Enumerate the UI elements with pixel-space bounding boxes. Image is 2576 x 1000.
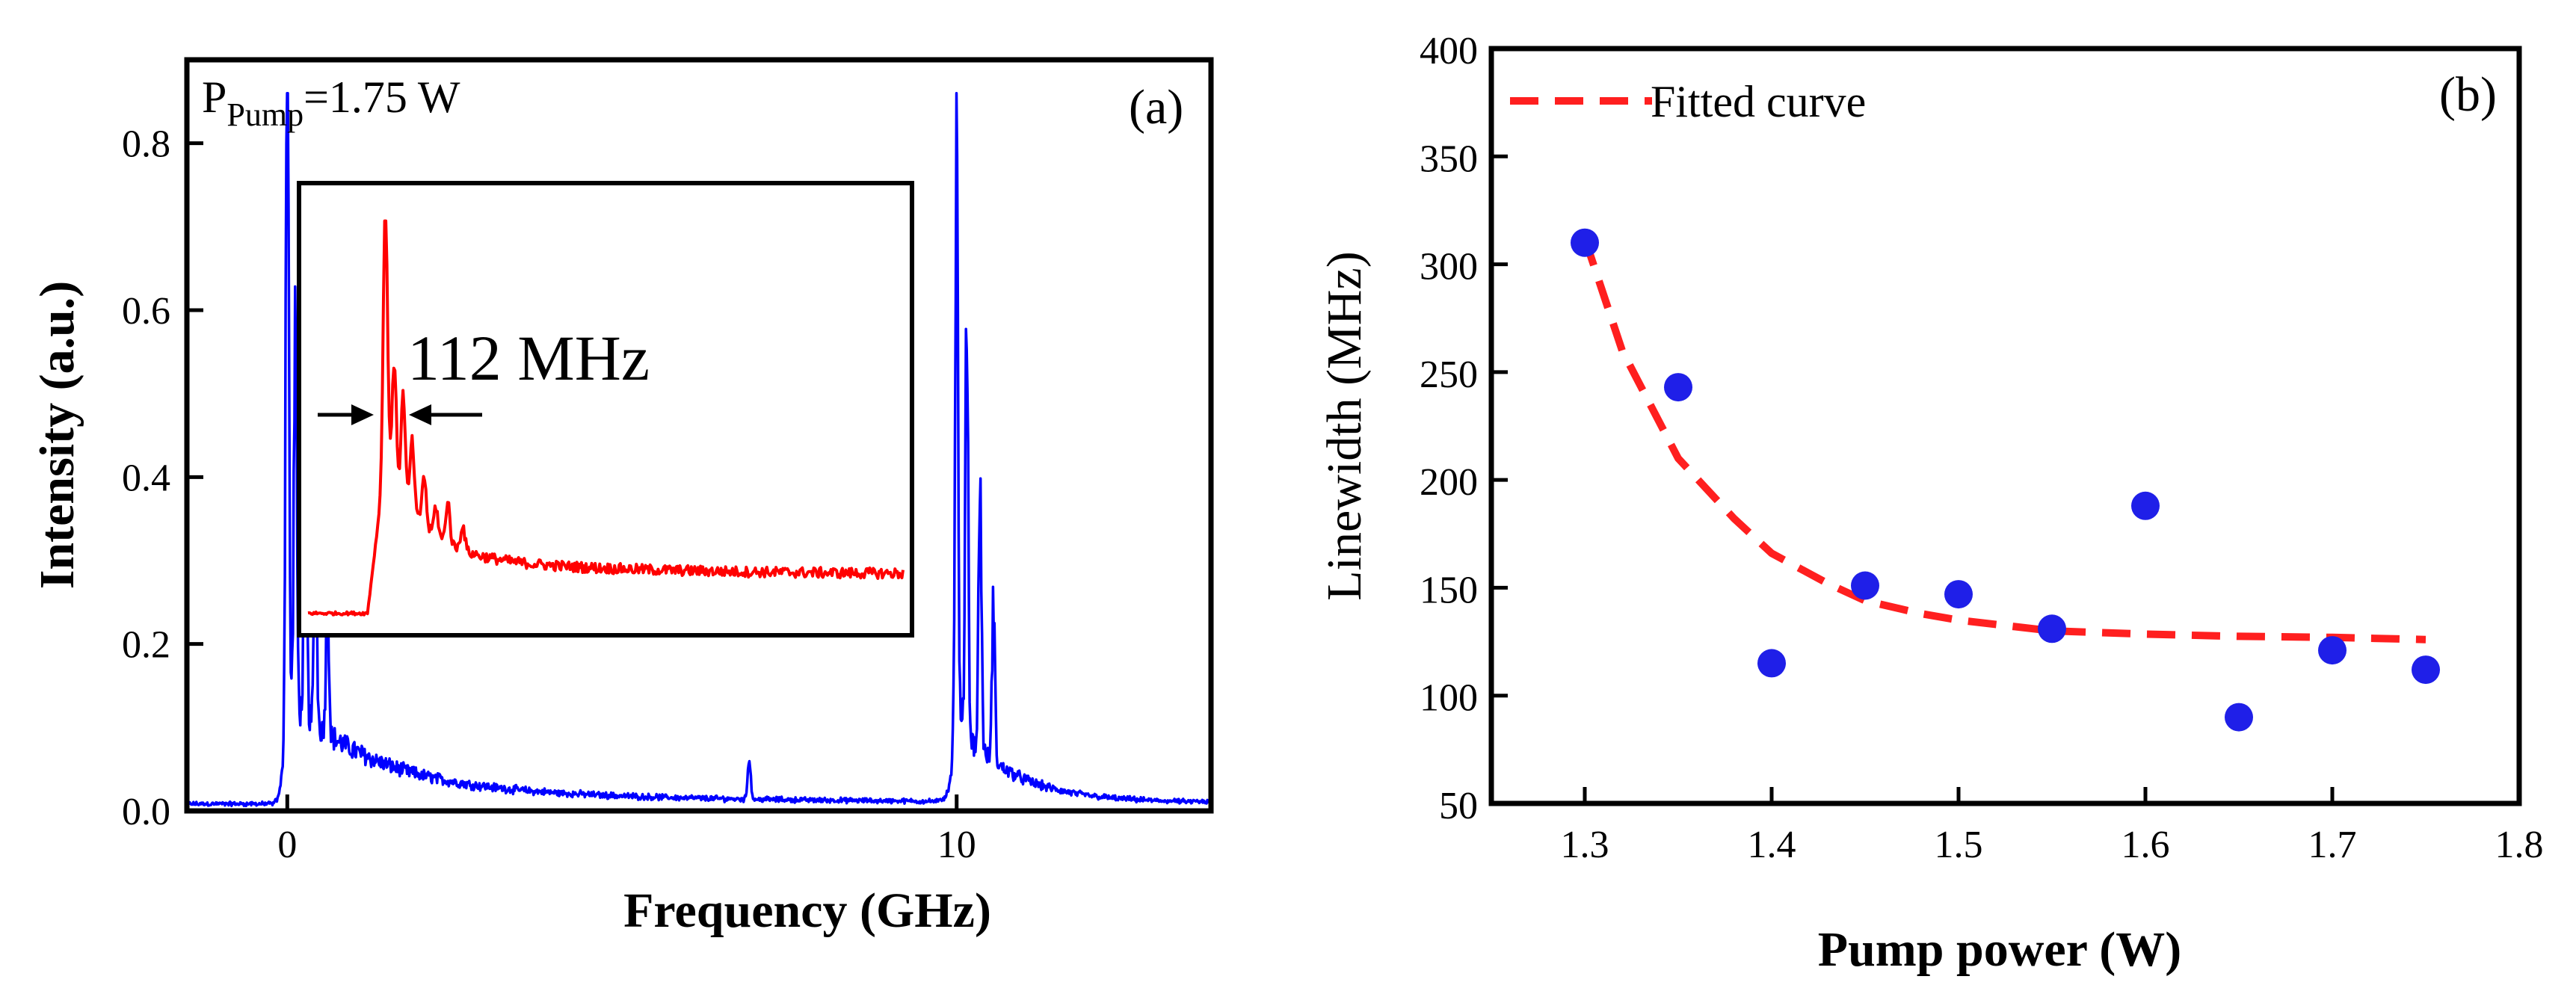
linewidth-arrow-right [409, 404, 482, 425]
panel-a-pump-annotation: PPump=1.75 W [202, 72, 460, 133]
linewidth-arrow-left [318, 404, 374, 425]
panel-b-frame [1488, 46, 2522, 806]
panel-a-spectrum-line [185, 91, 1212, 808]
panel-a-y-tick-label: 0.2 [122, 624, 170, 667]
panel-b-data-point [2225, 703, 2253, 732]
panel-b-x-axis-label: Pump power (W) [1818, 922, 2181, 977]
panel-b-y-tick-label: 300 [1420, 246, 1478, 288]
panel-b-y-tick-label: 400 [1420, 30, 1478, 72]
panel-b-data-point [2038, 614, 2066, 643]
panel-b-y-ticks: 50 100 150 200 250 300 350 400 [1420, 30, 1508, 827]
legend-fitted-curve-label: Fitted curve [1651, 77, 1866, 126]
panel-b-y-axis-label: Linewidth (MHz) [1317, 251, 1372, 600]
panel-b-x-tick-label: 1.8 [2495, 824, 2544, 866]
panel-b-data-point [1944, 580, 1973, 609]
panel-b-y-tick-label: 100 [1420, 677, 1478, 720]
panel-b-y-tick-label: 250 [1420, 354, 1478, 396]
panel-b-plot-area [1571, 228, 2440, 732]
panel-b-data-point [1664, 373, 1692, 402]
panel-a-x-tick-label: 0 [277, 824, 297, 866]
panel-a-inset: 112 MHz [297, 181, 914, 638]
panel-a-plot-area [185, 91, 1212, 808]
panel-b-y-tick-label: 50 [1439, 785, 1478, 827]
panel-a-y-tick-label: 0.8 [122, 123, 170, 166]
panel-b-y-tick-label: 350 [1420, 138, 1478, 180]
panel-b-x-tick-label: 1.7 [2308, 824, 2357, 866]
panel-a-y-tick-label: 0.4 [122, 457, 170, 499]
panel-a-frame [184, 57, 1214, 814]
inset-spectrum-line [307, 219, 905, 617]
panel-b-x-ticks: 1.3 1.4 1.5 1.6 1.7 1.8 [1561, 787, 2544, 866]
panel-a-y-axis-label: Intensity (a.u.) [30, 281, 84, 590]
inset-spectrum [307, 219, 905, 617]
inset-linewidth-label: 112 MHz [407, 322, 650, 394]
panel-b-data-point [1757, 649, 1786, 678]
panel-a-x-axis-label: Frequency (GHz) [623, 883, 991, 938]
panel-b-label: (b) [2439, 67, 2497, 122]
panel-b-data-point [2412, 655, 2440, 685]
panel-b-data-point [2131, 491, 2160, 520]
panel-a-x-ticks: 0 10 [277, 794, 976, 866]
panel-b-x-tick-label: 1.6 [2121, 824, 2170, 866]
panel-a-x-tick-label: 10 [937, 824, 976, 866]
panel-a: 0.0 0.2 0.4 0.6 0.8 0 10 PPump=1.75 W (a) 112… [30, 57, 1214, 938]
panel-b-y-tick-label: 150 [1420, 569, 1478, 611]
panel-b-x-tick-label: 1.3 [1561, 824, 1609, 866]
panel-b-data-point [2318, 636, 2347, 665]
panel-a-y-tick-label: 0.0 [122, 791, 170, 833]
panel-b-data-point [1851, 571, 1879, 600]
panel-b-data-point [1571, 228, 1599, 257]
panel-b-legend: Fitted curve [1510, 77, 1866, 126]
panel-b-fitted-curve [1581, 237, 2426, 643]
panel-a-y-ticks: 0.0 0.2 0.4 0.6 0.8 [122, 123, 203, 833]
panel-a-y-tick-label: 0.6 [122, 290, 170, 333]
panel-a-label: (a) [1129, 80, 1183, 135]
panel-b-x-tick-label: 1.5 [1935, 824, 1983, 866]
panel-b-x-tick-label: 1.4 [1748, 824, 1796, 866]
panel-b-y-tick-label: 200 [1420, 461, 1478, 504]
